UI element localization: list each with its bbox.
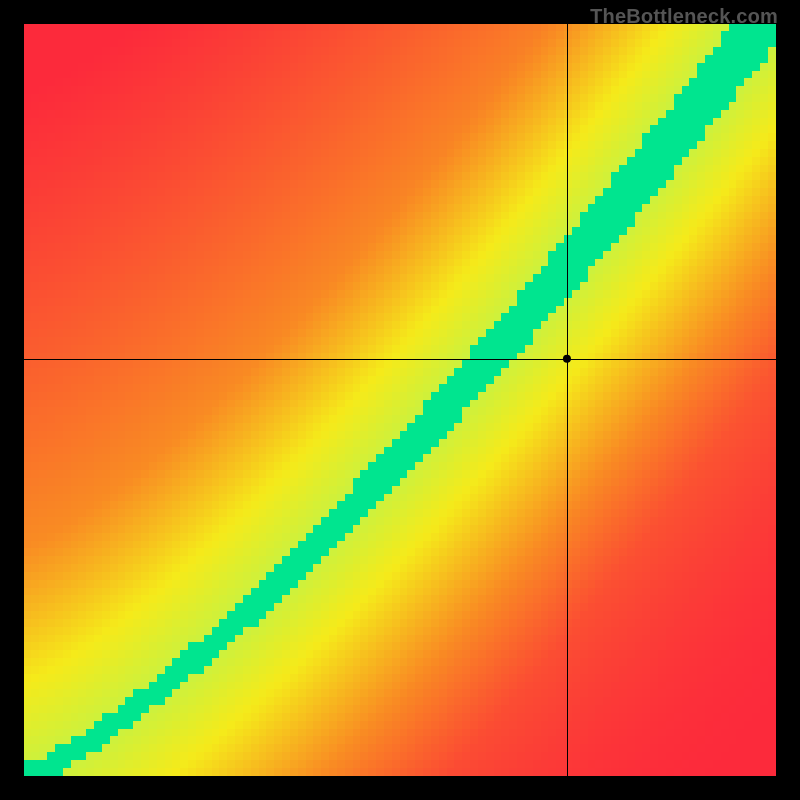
- plot-area: [24, 24, 776, 776]
- bottleneck-heatmap: [24, 24, 776, 776]
- chart-frame: { "watermark": { "text": "TheBottleneck.…: [0, 0, 800, 800]
- watermark-text: TheBottleneck.com: [590, 6, 778, 29]
